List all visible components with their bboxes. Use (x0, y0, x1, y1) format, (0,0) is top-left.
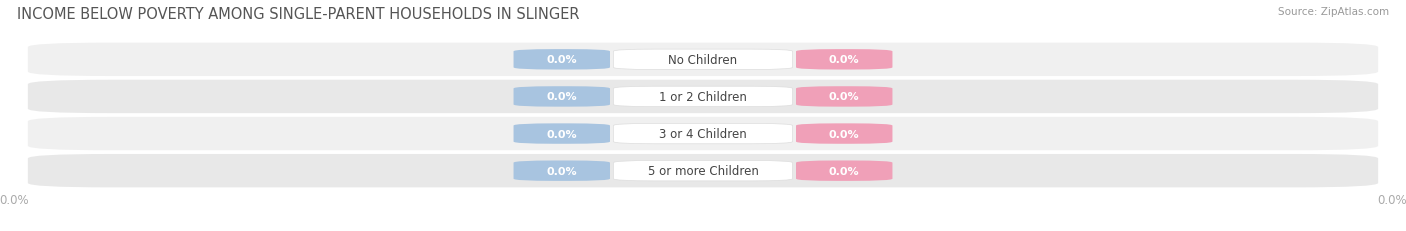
FancyBboxPatch shape (613, 124, 793, 144)
FancyBboxPatch shape (28, 43, 1378, 77)
FancyBboxPatch shape (613, 87, 793, 107)
FancyBboxPatch shape (28, 154, 1378, 188)
FancyBboxPatch shape (513, 124, 610, 144)
Text: 3 or 4 Children: 3 or 4 Children (659, 128, 747, 140)
FancyBboxPatch shape (613, 161, 793, 181)
FancyBboxPatch shape (513, 87, 610, 107)
Text: 5 or more Children: 5 or more Children (648, 164, 758, 177)
FancyBboxPatch shape (513, 161, 610, 181)
FancyBboxPatch shape (796, 161, 893, 181)
Text: 0.0%: 0.0% (547, 166, 576, 176)
Text: 0.0%: 0.0% (547, 129, 576, 139)
Text: No Children: No Children (668, 54, 738, 67)
FancyBboxPatch shape (796, 124, 893, 144)
FancyBboxPatch shape (513, 50, 610, 70)
Text: 0.0%: 0.0% (830, 166, 859, 176)
Text: 0.0%: 0.0% (830, 92, 859, 102)
Text: 1 or 2 Children: 1 or 2 Children (659, 91, 747, 103)
FancyBboxPatch shape (796, 50, 893, 70)
Text: INCOME BELOW POVERTY AMONG SINGLE-PARENT HOUSEHOLDS IN SLINGER: INCOME BELOW POVERTY AMONG SINGLE-PARENT… (17, 7, 579, 22)
Text: 0.0%: 0.0% (830, 129, 859, 139)
FancyBboxPatch shape (28, 117, 1378, 151)
Text: 0.0%: 0.0% (830, 55, 859, 65)
Text: 0.0%: 0.0% (547, 55, 576, 65)
FancyBboxPatch shape (613, 50, 793, 70)
Text: 0.0%: 0.0% (547, 92, 576, 102)
FancyBboxPatch shape (28, 80, 1378, 114)
Text: Source: ZipAtlas.com: Source: ZipAtlas.com (1278, 7, 1389, 17)
FancyBboxPatch shape (796, 87, 893, 107)
